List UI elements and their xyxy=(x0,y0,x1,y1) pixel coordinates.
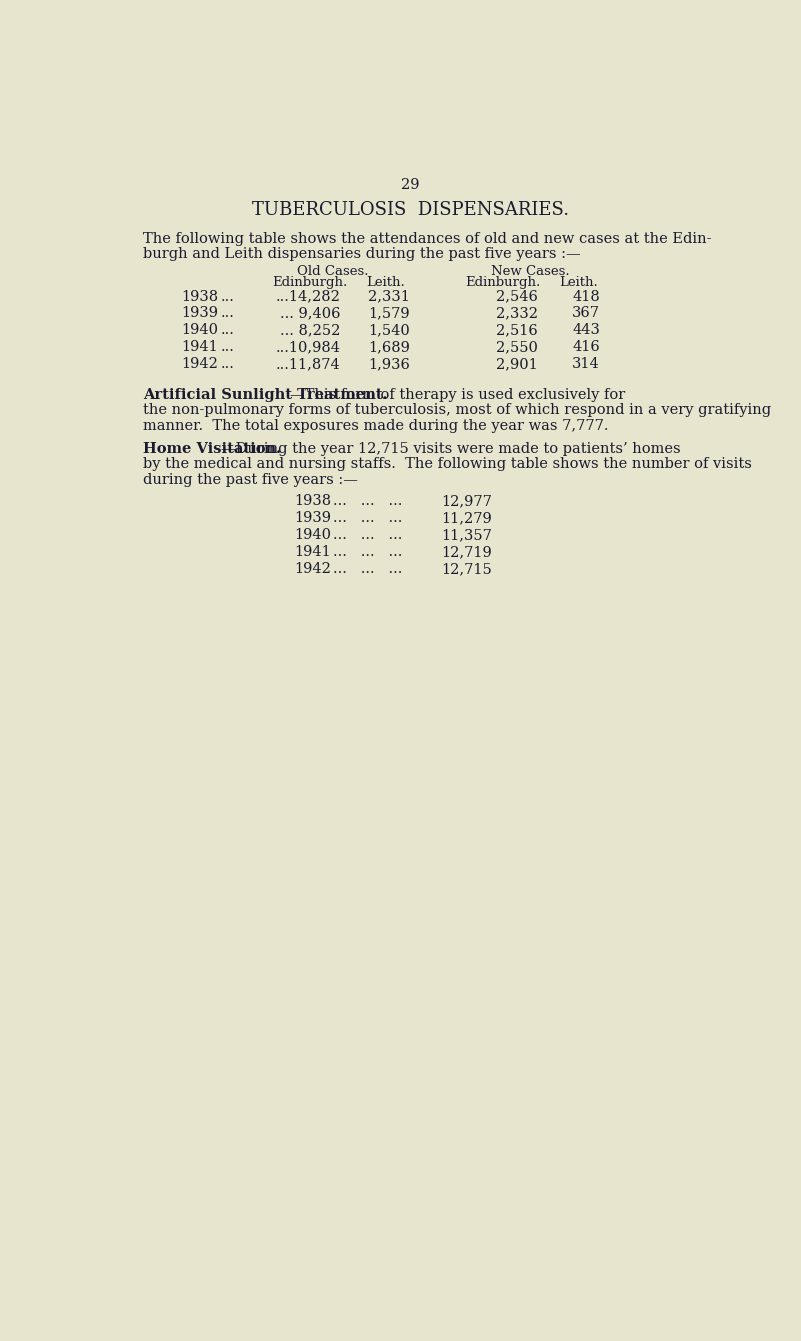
Text: 12,715: 12,715 xyxy=(441,562,492,577)
Text: 1942: 1942 xyxy=(182,357,219,371)
Text: during the past five years :—: during the past five years :— xyxy=(143,473,357,487)
Text: 1939: 1939 xyxy=(294,511,331,526)
Text: Edinburgh.: Edinburgh. xyxy=(465,276,541,290)
Text: 1,936: 1,936 xyxy=(368,357,410,371)
Text: ...   ...   ...: ... ... ... xyxy=(332,528,402,542)
Text: 2,901: 2,901 xyxy=(497,357,538,371)
Text: 12,719: 12,719 xyxy=(441,546,492,559)
Text: ...   ...   ...: ... ... ... xyxy=(332,511,402,526)
Text: 314: 314 xyxy=(572,357,600,371)
Text: New Cases.: New Cases. xyxy=(491,266,570,278)
Text: 2,516: 2,516 xyxy=(497,323,538,338)
Text: ...: ... xyxy=(220,357,234,371)
Text: ...: ... xyxy=(220,290,234,303)
Text: 1938: 1938 xyxy=(182,290,219,303)
Text: 1939: 1939 xyxy=(182,307,219,320)
Text: the non-pulmonary forms of tuberculosis, most of which respond in a very gratify: the non-pulmonary forms of tuberculosis,… xyxy=(143,404,771,417)
Text: 416: 416 xyxy=(572,341,600,354)
Text: Leith.: Leith. xyxy=(560,276,598,290)
Text: The following table shows the attendances of old and new cases at the Edin-: The following table shows the attendance… xyxy=(143,232,711,245)
Text: 1942: 1942 xyxy=(294,562,331,577)
Text: 2,546: 2,546 xyxy=(496,290,538,303)
Text: 1940: 1940 xyxy=(294,528,331,542)
Text: Edinburgh.: Edinburgh. xyxy=(272,276,347,290)
Text: 1,540: 1,540 xyxy=(368,323,410,338)
Text: —During the year 12,715 visits were made to patients’ homes: —During the year 12,715 visits were made… xyxy=(222,443,681,456)
Text: manner.  The total exposures made during the year was 7,777.: manner. The total exposures made during … xyxy=(143,418,608,433)
Text: Old Cases.: Old Cases. xyxy=(297,266,368,278)
Text: 367: 367 xyxy=(572,307,600,320)
Text: ...14,282: ...14,282 xyxy=(276,290,340,303)
Text: 1938: 1938 xyxy=(294,495,331,508)
Text: TUBERCULOSIS  DISPENSARIES.: TUBERCULOSIS DISPENSARIES. xyxy=(252,201,569,219)
Text: by the medical and nursing staffs.  The following table shows the number of visi: by the medical and nursing staffs. The f… xyxy=(143,457,751,472)
Text: 1941: 1941 xyxy=(294,546,331,559)
Text: 29: 29 xyxy=(400,178,420,192)
Text: Home Visitation.: Home Visitation. xyxy=(143,443,281,456)
Text: 11,279: 11,279 xyxy=(441,511,492,526)
Text: 1941: 1941 xyxy=(182,341,218,354)
Text: 2,332: 2,332 xyxy=(496,307,538,320)
Text: ...   ...   ...: ... ... ... xyxy=(332,495,402,508)
Text: ...: ... xyxy=(220,341,234,354)
Text: ... 9,406: ... 9,406 xyxy=(280,307,340,320)
Text: 2,550: 2,550 xyxy=(496,341,538,354)
Text: 443: 443 xyxy=(572,323,600,338)
Text: burgh and Leith dispensaries during the past five years :—: burgh and Leith dispensaries during the … xyxy=(143,247,581,261)
Text: 1,689: 1,689 xyxy=(368,341,410,354)
Text: 1,579: 1,579 xyxy=(368,307,410,320)
Text: 1940: 1940 xyxy=(182,323,219,338)
Text: ...: ... xyxy=(220,307,234,320)
Text: ...   ...   ...: ... ... ... xyxy=(332,562,402,577)
Text: 12,977: 12,977 xyxy=(441,495,492,508)
Text: ... 8,252: ... 8,252 xyxy=(280,323,340,338)
Text: ...   ...   ...: ... ... ... xyxy=(332,546,402,559)
Text: Leith.: Leith. xyxy=(366,276,405,290)
Text: 2,331: 2,331 xyxy=(368,290,410,303)
Text: Artificial Sunlight Treatment.: Artificial Sunlight Treatment. xyxy=(143,388,387,402)
Text: ...11,874: ...11,874 xyxy=(276,357,340,371)
Text: 418: 418 xyxy=(572,290,600,303)
Text: ...: ... xyxy=(220,323,234,338)
Text: ...10,984: ...10,984 xyxy=(276,341,340,354)
Text: 11,357: 11,357 xyxy=(441,528,492,542)
Text: —This form of therapy is used exclusively for: —This form of therapy is used exclusivel… xyxy=(291,388,626,402)
